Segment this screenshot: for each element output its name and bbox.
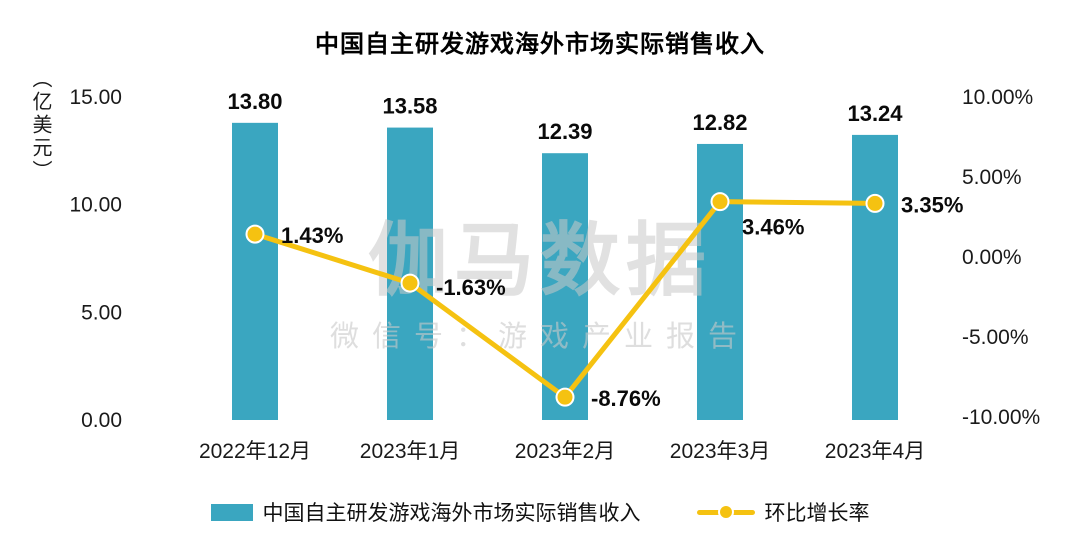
secondary-axis-tick-label: -5.00%: [962, 326, 1029, 349]
bar: [852, 134, 898, 420]
x-axis-category-label: 2023年2月: [515, 440, 615, 463]
bar: [697, 143, 743, 420]
bar-value-label: 13.24: [847, 101, 903, 126]
trend-point-label: -1.63%: [436, 275, 506, 300]
legend-swatch-revenue-icon: [210, 503, 253, 521]
trend-point-label: -8.76%: [591, 386, 661, 411]
legend: 中国自主研发游戏海外市场实际销售收入 环比增长率: [0, 497, 1080, 527]
y-axis-tick-label: 0.00: [81, 409, 122, 432]
legend-line-dot-icon: [696, 503, 755, 521]
secondary-axis-tick-label: 5.00%: [962, 166, 1022, 189]
trend-point: [710, 192, 730, 212]
bar: [232, 122, 278, 420]
legend-label-growth: 环比增长率: [764, 502, 870, 525]
left-axis-unit-label: （亿美元）: [29, 68, 51, 183]
trend-point: [400, 273, 420, 293]
y-axis-tick-label: 10.00: [69, 194, 122, 217]
trend-point-label: 1.43%: [281, 223, 343, 248]
watermark-subtext: 微信号：游戏产业报告: [330, 320, 750, 353]
legend-item-revenue: 中国自主研发游戏海外市场实际销售收入: [210, 497, 641, 527]
trend-point: [245, 224, 265, 244]
legend-dot: [717, 504, 734, 520]
x-axis-category-label: 2023年1月: [360, 440, 460, 463]
y-axis-tick-label: 5.00: [81, 301, 122, 324]
chart-title: 中国自主研发游戏海外市场实际销售收入: [315, 31, 765, 58]
x-axis-category-label: 2023年4月: [825, 440, 925, 463]
y-axis-tick-label: 15.00: [69, 86, 122, 109]
secondary-axis-tick-label: 0.00%: [962, 246, 1022, 269]
x-axis-category-label: 2023年3月: [670, 440, 770, 463]
trend-point: [555, 387, 575, 407]
trend-point: [865, 193, 885, 213]
bar-value-label: 13.58: [382, 94, 437, 119]
x-axis-category-label: 2022年12月: [199, 440, 311, 463]
bar-value-label: 12.39: [537, 119, 592, 144]
trend-point-label: 3.35%: [901, 192, 963, 217]
secondary-axis-tick-label: -10.00%: [962, 406, 1040, 429]
legend-label-revenue: 中国自主研发游戏海外市场实际销售收入: [262, 502, 641, 525]
trend-point-label: 3.46%: [742, 215, 804, 240]
secondary-axis-tick-label: 10.00%: [962, 86, 1033, 109]
bar-value-label: 13.80: [227, 89, 282, 114]
bar-value-label: 12.82: [692, 110, 747, 135]
legend-item-growth: 环比增长率: [696, 497, 870, 527]
